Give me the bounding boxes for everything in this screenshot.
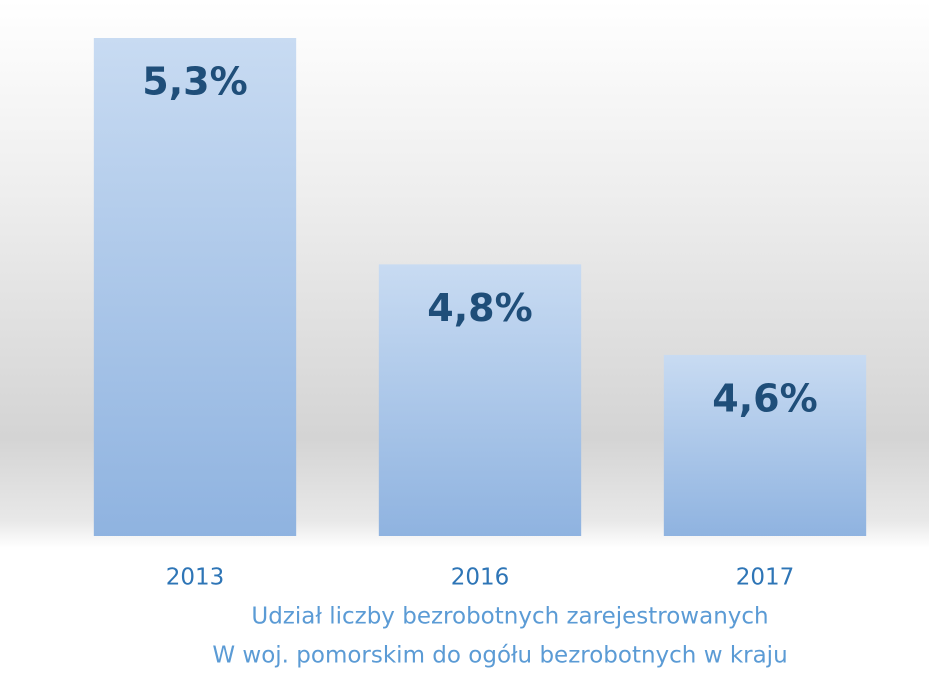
bar — [663, 354, 867, 536]
data-label: 5,3% — [142, 60, 247, 104]
chart-title: W woj. pomorskim do ogółu bezrobotnych w… — [212, 643, 787, 669]
x-tick-label: 2013 — [166, 565, 225, 591]
x-tick-label: 2016 — [451, 565, 510, 591]
x-tick-label: 2017 — [736, 565, 795, 591]
data-label: 4,6% — [712, 376, 817, 420]
bar — [93, 38, 297, 536]
data-label: 4,8% — [427, 286, 532, 330]
chart-title: Udział liczby bezrobotnych zarejestrowan… — [251, 604, 768, 630]
bar — [378, 264, 582, 536]
